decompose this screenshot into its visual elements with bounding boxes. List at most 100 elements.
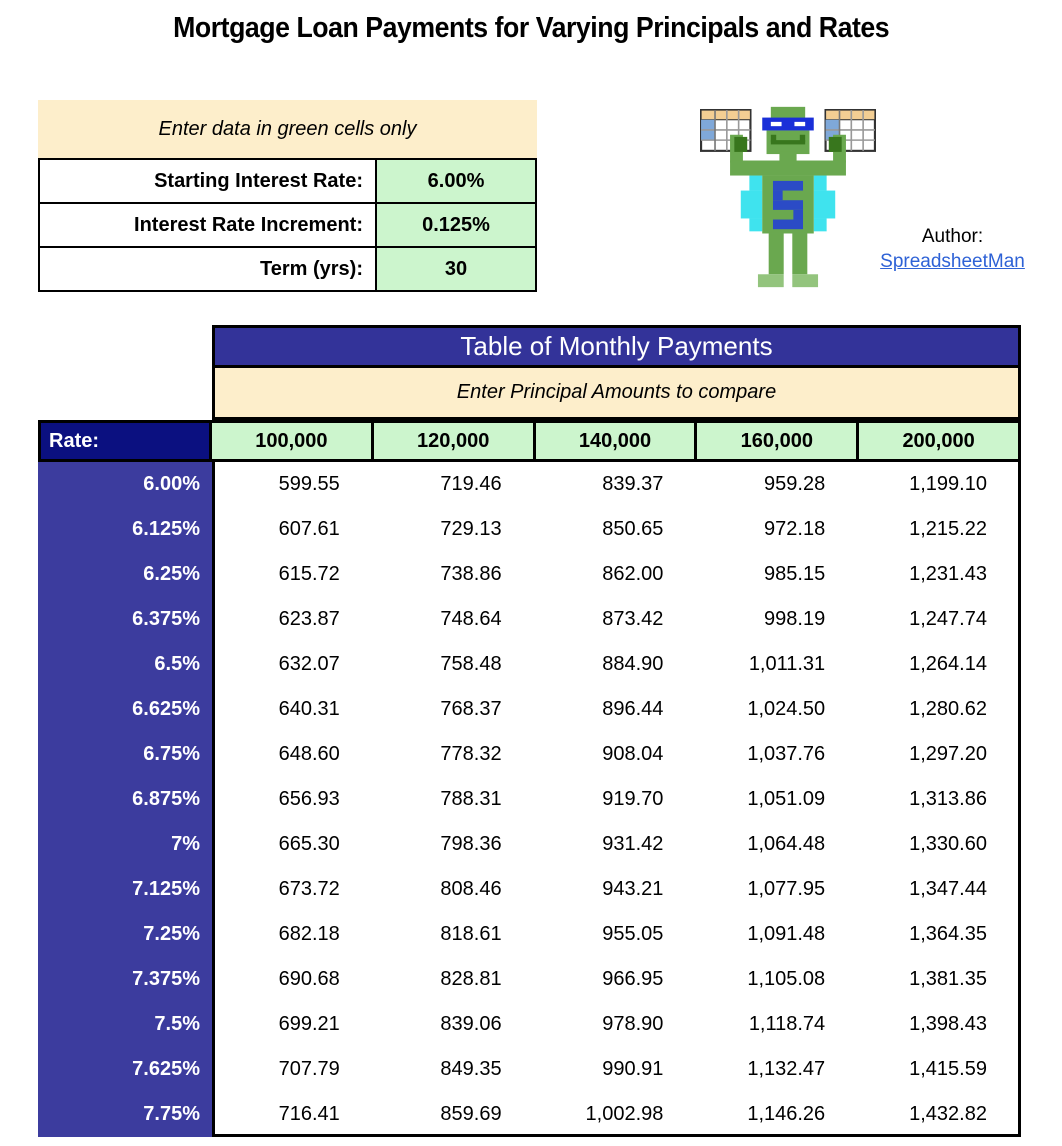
- rate-label: 7.125%: [38, 867, 212, 912]
- payment-value: 990.91: [535, 1047, 698, 1092]
- payment-row: 7.5% 699.21 839.06 978.90 1,118.74 1,398.43: [38, 1002, 1021, 1047]
- payment-value: 1,264.14: [859, 642, 1021, 687]
- payment-value: 729.13: [373, 507, 536, 552]
- author-label: Author:: [921, 226, 984, 247]
- starting-rate-label: Starting Interest Rate:: [154, 170, 363, 192]
- payment-value: 966.95: [535, 957, 698, 1002]
- hand: [734, 136, 748, 152]
- payment-value: 707.79: [212, 1047, 374, 1092]
- input-row-rate-increment: Interest Rate Increment: 0.125%: [38, 202, 537, 248]
- payment-value: 808.46: [373, 867, 536, 912]
- payment-value: 955.05: [535, 912, 698, 957]
- payment-row: 7.25% 682.18 818.61 955.05 1,091.48 1,364.35: [38, 912, 1021, 957]
- payment-value: 1,231.43: [859, 552, 1021, 597]
- rate-label: 6.75%: [38, 732, 212, 777]
- payment-value: 828.81: [373, 957, 536, 1002]
- input-panel: Enter data in green cells only Starting …: [38, 100, 537, 292]
- payments-table-title: Table of Monthly Payments: [212, 325, 1021, 368]
- payment-row: 7.375% 690.68 828.81 966.95 1,105.08 1,381.35: [38, 957, 1021, 1002]
- payment-value: 1,132.47: [697, 1047, 860, 1092]
- rate-label: 7.5%: [38, 1002, 212, 1047]
- input-row-term: Term (yrs): 30: [38, 246, 537, 292]
- input-banner: Enter data in green cells only: [38, 100, 537, 158]
- rate-header-cell: Rate:: [38, 420, 212, 462]
- payment-value: 719.46: [373, 462, 536, 507]
- payments-body: 6.00% 599.55 719.46 839.37 959.28 1,199.10 6.1…: [38, 462, 1021, 1137]
- mask: [762, 117, 814, 131]
- payment-value: 1,297.20: [859, 732, 1021, 777]
- s-emblem: [772, 180, 804, 230]
- payment-value: 788.31: [373, 777, 536, 822]
- rate-increment-label: Interest Rate Increment:: [134, 214, 363, 236]
- payment-value: 839.37: [535, 462, 698, 507]
- spreadsheetman-pixel-art-icon: [700, 106, 876, 288]
- payment-value: 690.68: [212, 957, 374, 1002]
- payment-value: 1,105.08: [697, 957, 860, 1002]
- payment-value: 768.37: [373, 687, 536, 732]
- payment-value: 665.30: [212, 822, 374, 867]
- payment-row: 6.75% 648.60 778.32 908.04 1,037.76 1,297.20: [38, 732, 1021, 777]
- rate-increment-input[interactable]: 0.125%: [375, 204, 535, 246]
- payment-value: 748.64: [373, 597, 536, 642]
- payment-value: 1,064.48: [697, 822, 860, 867]
- term-label: Term (yrs):: [260, 258, 363, 280]
- payment-value: 648.60: [212, 732, 374, 777]
- payment-value: 1,199.10: [859, 462, 1021, 507]
- payment-value: 623.87: [212, 597, 374, 642]
- payment-value: 849.35: [373, 1047, 536, 1092]
- payment-row: 6.00% 599.55 719.46 839.37 959.28 1,199.10: [38, 462, 1021, 507]
- payment-value: 716.41: [212, 1092, 374, 1137]
- payment-value: 959.28: [697, 462, 860, 507]
- payment-value: 656.93: [212, 777, 374, 822]
- rate-label: 7%: [38, 822, 212, 867]
- payments-table: Table of Monthly Payments Enter Principa…: [38, 325, 1021, 1137]
- payment-value: 943.21: [535, 867, 698, 912]
- payment-value: 998.19: [697, 597, 860, 642]
- payment-value: 978.90: [535, 1002, 698, 1047]
- payment-value: 1,247.74: [859, 597, 1021, 642]
- rate-label: 6.125%: [38, 507, 212, 552]
- payment-value: 972.18: [697, 507, 860, 552]
- payment-value: 738.86: [373, 552, 536, 597]
- principal-input-2[interactable]: 140,000: [532, 420, 698, 462]
- payment-value: 1,347.44: [859, 867, 1021, 912]
- payment-value: 778.32: [373, 732, 536, 777]
- payment-row: 6.125% 607.61 729.13 850.65 972.18 1,215.22: [38, 507, 1021, 552]
- term-input[interactable]: 30: [375, 248, 535, 290]
- payments-table-subtitle: Enter Principal Amounts to compare: [212, 368, 1021, 420]
- payment-value: 873.42: [535, 597, 698, 642]
- payment-value: 699.21: [212, 1002, 374, 1047]
- payment-value: 839.06: [373, 1002, 536, 1047]
- payment-value: 632.07: [212, 642, 374, 687]
- payment-row: 7.125% 673.72 808.46 943.21 1,077.95 1,347.44: [38, 867, 1021, 912]
- payment-row: 6.625% 640.31 768.37 896.44 1,024.50 1,280.62: [38, 687, 1021, 732]
- payment-value: 850.65: [535, 507, 698, 552]
- rate-label: 7.75%: [38, 1092, 212, 1137]
- principal-input-0[interactable]: 100,000: [209, 420, 374, 462]
- payment-value: 1,215.22: [859, 507, 1021, 552]
- payment-value: 1,432.82: [859, 1092, 1021, 1137]
- rate-label: 7.625%: [38, 1047, 212, 1092]
- payment-value: 682.18: [212, 912, 374, 957]
- payment-value: 1,313.86: [859, 777, 1021, 822]
- principal-input-3[interactable]: 160,000: [694, 420, 860, 462]
- payment-value: 1,280.62: [859, 687, 1021, 732]
- principal-input-4[interactable]: 200,000: [856, 420, 1021, 462]
- payment-value: 1,146.26: [697, 1092, 860, 1137]
- spreadsheetman-mascot: [700, 104, 876, 290]
- rate-label: 6.625%: [38, 687, 212, 732]
- starting-rate-input[interactable]: 6.00%: [375, 160, 535, 202]
- payment-value: 1,415.59: [859, 1047, 1021, 1092]
- payment-row: 6.875% 656.93 788.31 919.70 1,051.09 1,313.86: [38, 777, 1021, 822]
- principal-input-1[interactable]: 120,000: [370, 420, 536, 462]
- payment-value: 1,364.35: [859, 912, 1021, 957]
- payment-row: 7.75% 716.41 859.69 1,002.98 1,146.26 1,432.8…: [38, 1092, 1021, 1137]
- payment-value: 1,118.74: [697, 1002, 860, 1047]
- author-block: Author: SpreadsheetMan: [845, 224, 1060, 274]
- payment-value: 985.15: [697, 552, 860, 597]
- page-title: Mortgage Loan Payments for Varying Princ…: [172, 12, 890, 44]
- payment-value: 862.00: [535, 552, 698, 597]
- author-link[interactable]: SpreadsheetMan: [880, 251, 1025, 272]
- payment-value: 884.90: [535, 642, 698, 687]
